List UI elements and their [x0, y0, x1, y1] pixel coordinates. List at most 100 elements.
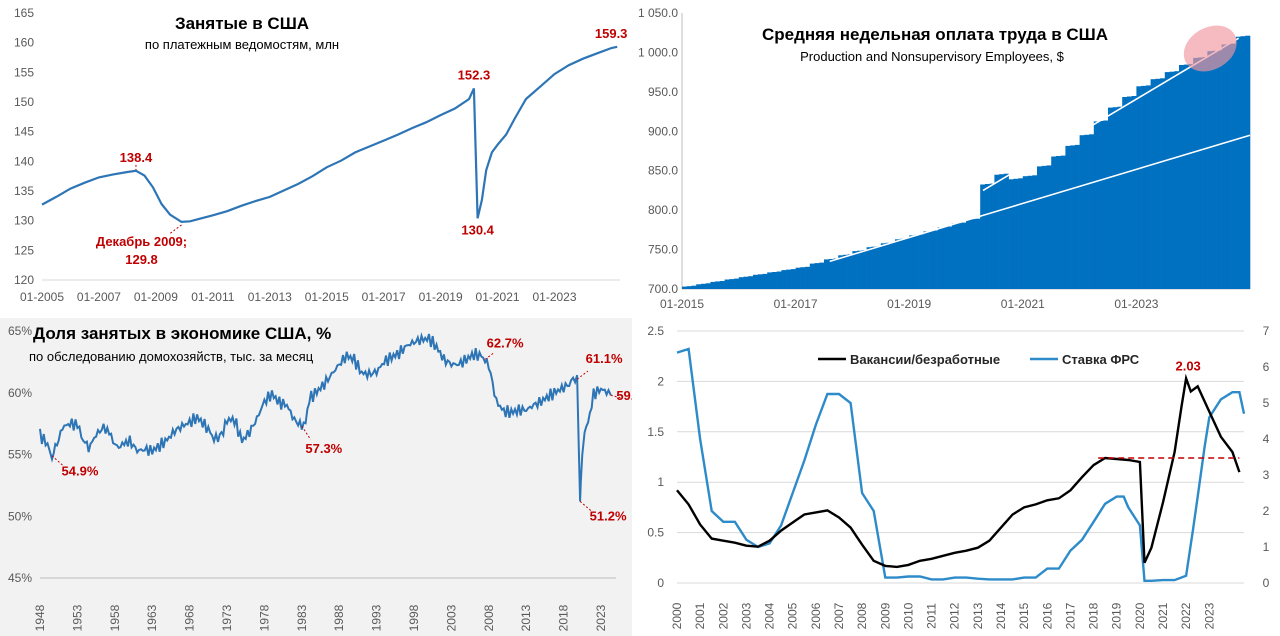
y-right-tick-label: 0: [1263, 576, 1270, 590]
annotation-label: 51.2%: [590, 508, 627, 523]
x-tick-label: 1968: [183, 604, 197, 631]
x-tick-label: 01-2009: [134, 290, 178, 304]
earnings-bar: [1197, 57, 1203, 289]
employment-ratio-chart: 45% 50% 55% 60% 65% 1948 1953 1958 1963 1968 1973 1…: [8, 324, 632, 631]
earnings-bar: [994, 174, 1000, 289]
earnings-bar: [1245, 35, 1251, 290]
earnings-bar: [842, 254, 848, 289]
earnings-bar: [1055, 156, 1061, 289]
x-tick-label: 2006: [809, 602, 823, 629]
annotation-label: 130.4: [461, 222, 494, 237]
earnings-bar: [1160, 78, 1166, 289]
x-tick-label: 1963: [145, 604, 159, 631]
earnings-bar: [1093, 121, 1099, 290]
earnings-bar: [1060, 155, 1066, 289]
x-tick-label: 01-2021: [476, 290, 520, 304]
x-tick-label: 2022: [1179, 602, 1193, 629]
legend-label-vacancies: Вакансии/безработные: [850, 352, 1000, 367]
y-right-tick-label: 5: [1263, 396, 1270, 410]
x-tick-label: 1973: [220, 604, 234, 631]
earnings-bar: [1141, 85, 1147, 290]
y-tick-label: 65%: [8, 324, 32, 338]
earnings-bar: [795, 267, 801, 289]
earnings-bar: [762, 273, 768, 289]
earnings-bar: [1108, 107, 1114, 289]
earnings-bar: [980, 184, 986, 289]
earnings-bar: [1131, 96, 1137, 289]
weekly-earnings-chart: 700.0 750.0 800.0 850.0 900.0 950.0 1 000.0 1 0…: [638, 6, 1251, 311]
annotation-leader: [484, 353, 494, 360]
x-tick-label: 2003: [444, 604, 458, 631]
earnings-bar: [700, 283, 706, 289]
earnings-bar: [966, 219, 972, 289]
x-tick-label: 2013: [519, 604, 533, 631]
annotation-label: 54.9%: [62, 464, 99, 479]
earnings-bar: [790, 269, 796, 289]
earnings-bar: [999, 174, 1005, 289]
x-tick-label: 2021: [1156, 602, 1170, 629]
y-tick-label: 50%: [8, 509, 32, 523]
earnings-bar: [847, 254, 853, 289]
earnings-bar: [913, 234, 919, 289]
x-tick-label: 01-2017: [774, 297, 818, 311]
earnings-bar: [951, 223, 957, 289]
x-tick-label: 2014: [994, 602, 1008, 629]
earnings-bar: [885, 242, 891, 289]
x-tick-label: 2023: [594, 604, 608, 631]
earnings-bar: [1179, 65, 1185, 289]
employment-chart: 120 125 130 135 140 145 150 155 160 165 01-2005 01-…: [14, 6, 628, 304]
annotation-label: 138.4: [120, 150, 153, 165]
vacancies-fed-rate-chart-panel: 0 0.5 1 1.5 2 2.5 0 1 2 3 4 5 6 7 2000 2001 2002 2003 2004…: [632, 318, 1280, 636]
annotation-label: 59.8%: [616, 388, 632, 403]
x-tick-label: 01-2023: [1114, 297, 1158, 311]
annotation-label: 62.7%: [487, 335, 524, 350]
y-left-tick-label: 2: [657, 374, 664, 388]
earnings-bar: [918, 234, 924, 289]
earnings-bar: [715, 281, 721, 289]
earnings-bar: [691, 285, 697, 289]
earnings-bar: [1126, 96, 1132, 289]
annotation-leader: [579, 501, 592, 512]
y-tick-label: 140: [14, 154, 34, 168]
earnings-bar: [838, 255, 844, 289]
earnings-bar: [743, 276, 749, 289]
x-tick-label: 2013: [971, 602, 985, 629]
y-tick-label: 165: [14, 6, 34, 20]
y-tick-label: 900.0: [648, 124, 678, 138]
x-tick-label: 01-2005: [20, 290, 64, 304]
x-tick-label: 01-2021: [1001, 297, 1045, 311]
annotation-leader: [51, 455, 64, 467]
x-tick-label: 01-2011: [191, 290, 234, 304]
employment-ratio-chart-subtitle: по обследованию домохозяйств, тыс. за ме…: [29, 349, 314, 364]
x-tick-label: 01-2023: [532, 290, 576, 304]
earnings-bar: [771, 272, 777, 289]
earnings-bar: [1212, 50, 1218, 289]
x-tick-label: 2018: [1087, 602, 1101, 629]
x-tick-label: 2017: [1063, 602, 1077, 629]
earnings-bar: [1098, 121, 1104, 289]
x-tick-label: 2002: [716, 602, 730, 629]
y-left-tick-label: 1: [657, 475, 664, 489]
annotation-label: 129.8: [125, 252, 158, 267]
earnings-bar: [738, 277, 744, 289]
earnings-bar: [1174, 71, 1180, 289]
employment-ratio-chart-title: Доля занятых в экономике США, %: [33, 324, 331, 343]
earnings-bar: [909, 235, 915, 289]
x-tick-label: 2009: [878, 602, 892, 629]
employment-ratio-chart-panel: 45% 50% 55% 60% 65% 1948 1953 1958 1963 1968 1973 1…: [0, 318, 632, 636]
earnings-bar: [1041, 165, 1047, 289]
earnings-bar: [1202, 57, 1208, 289]
fed-rate-series-line: [676, 347, 1246, 582]
annotation-leader: [576, 370, 589, 380]
annotation-label: 159.3: [595, 26, 628, 41]
earnings-bar: [1079, 135, 1085, 289]
x-tick-label: 01-2017: [362, 290, 406, 304]
earnings-bar: [1074, 144, 1080, 289]
earnings-bar: [710, 281, 716, 289]
earnings-bar: [1117, 106, 1123, 289]
earnings-bar: [776, 271, 782, 289]
x-tick-label: 2012: [948, 602, 962, 629]
earnings-bar: [686, 286, 692, 289]
x-tick-label: 1983: [295, 604, 309, 631]
annotation-leader: [610, 394, 621, 399]
